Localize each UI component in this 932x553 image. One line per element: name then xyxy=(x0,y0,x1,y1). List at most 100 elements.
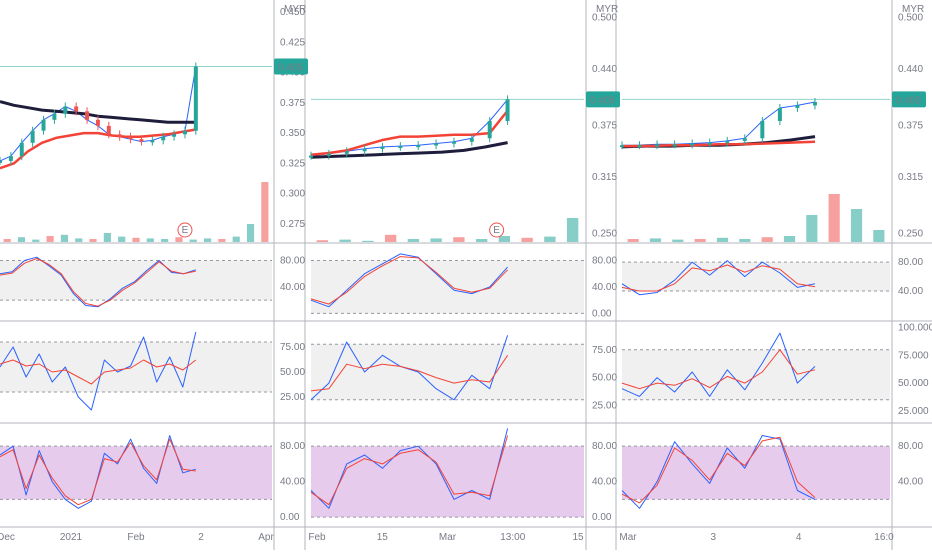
current-price-label: 0.405 xyxy=(590,95,615,106)
oscillator-line xyxy=(621,332,816,397)
volume-bar xyxy=(339,239,351,242)
candle-body xyxy=(8,156,13,161)
time-axis-label: Feb xyxy=(308,532,326,543)
oscillator-tick-label: 75.000 xyxy=(898,350,929,361)
oscillator-tick-label: 25.000 xyxy=(898,406,929,417)
oscillator-line xyxy=(310,253,508,308)
oscillator-band xyxy=(622,446,890,500)
oscillator-line xyxy=(310,355,509,392)
price-tick-label: 0.250 xyxy=(898,228,923,239)
oscillator-line xyxy=(0,258,196,307)
earnings-marker-icon[interactable] xyxy=(489,222,505,238)
volume-bar xyxy=(89,239,97,242)
price-tick-label: 0.315 xyxy=(592,172,617,183)
volume-bar xyxy=(384,234,397,242)
oscillator-band xyxy=(0,446,272,500)
volume-bar xyxy=(32,239,40,242)
price-tick-label: 0.425 xyxy=(280,37,305,48)
candle-body xyxy=(85,111,90,120)
price-series-line xyxy=(310,141,508,159)
time-axis-label: 15 xyxy=(377,532,389,543)
volume-bar xyxy=(475,239,488,242)
oscillator-tick-label: 80.00 xyxy=(592,441,617,452)
candle-body xyxy=(742,138,747,141)
earnings-marker-icon[interactable] xyxy=(177,222,193,238)
time-axis-label: Apr xyxy=(258,532,274,543)
volume-bar xyxy=(161,239,169,242)
oscillator-line xyxy=(310,256,508,305)
currency-label: MYR xyxy=(596,4,618,15)
candle-body xyxy=(672,144,677,147)
current-price-badge xyxy=(892,91,926,108)
currency-label: MYR xyxy=(284,4,306,15)
price-series-line xyxy=(0,66,197,162)
time-axis-label: 4 xyxy=(796,532,802,543)
time-axis-label: 16:0 xyxy=(874,532,894,543)
current-price-label: 0.405 xyxy=(896,95,921,106)
price-series-line xyxy=(0,128,197,170)
candle-body xyxy=(0,160,2,163)
price-tick-label: 0.275 xyxy=(280,219,305,230)
time-axis-label: Mar xyxy=(619,532,637,543)
volume-bar xyxy=(498,236,511,242)
price-tick-label: 0.440 xyxy=(898,64,923,75)
oscillator-band xyxy=(311,344,584,400)
oscillator-tick-label: 40.00 xyxy=(280,282,305,293)
time-axis-label: Dec xyxy=(0,532,15,543)
price-tick-label: 0.250 xyxy=(592,228,617,239)
price-tick-label: 0.325 xyxy=(280,158,305,169)
candle-body xyxy=(777,108,782,121)
candle-body xyxy=(128,136,133,140)
candle-body xyxy=(487,121,492,139)
candle-body xyxy=(95,119,100,126)
oscillator-line xyxy=(0,438,196,506)
oscillator-tick-label: 40.00 xyxy=(280,477,305,488)
volume-bar xyxy=(739,239,751,242)
oscillator-line xyxy=(621,435,816,509)
oscillator-tick-label: 100.000 xyxy=(898,323,932,334)
candle-body xyxy=(637,145,642,148)
time-axis-label: 2 xyxy=(198,532,204,543)
price-tick-label: 0.375 xyxy=(898,120,923,131)
volume-bar xyxy=(694,239,706,242)
volume-bar xyxy=(407,239,420,242)
volume-bar xyxy=(716,237,729,242)
oscillator-line xyxy=(621,349,816,390)
oscillator-tick-label: 25.00 xyxy=(280,392,305,403)
candle-body xyxy=(161,136,166,141)
oscillator-tick-label: 80.00 xyxy=(898,257,923,268)
candle-body xyxy=(398,146,403,149)
volume-bar xyxy=(218,239,226,242)
oscillator-tick-label: 80.00 xyxy=(592,256,617,267)
earnings-label: E xyxy=(493,225,500,236)
candle-body xyxy=(362,148,367,152)
time-axis-label: 13:00 xyxy=(500,532,525,543)
oscillator-line xyxy=(310,435,509,506)
volume-bar xyxy=(850,209,863,242)
oscillator-line xyxy=(0,359,197,385)
volume-bar xyxy=(430,238,442,242)
candle-body xyxy=(193,66,198,131)
current-price-label: 0.405 xyxy=(278,63,303,74)
price-tick-label: 0.450 xyxy=(280,7,305,18)
oscillator-tick-label: 40.00 xyxy=(898,286,923,297)
volume-bar xyxy=(3,239,11,242)
volume-bar xyxy=(246,224,255,242)
volume-bar xyxy=(146,238,154,242)
oscillator-tick-label: 40.00 xyxy=(592,282,617,293)
volume-bar xyxy=(46,236,54,242)
candle-body xyxy=(416,145,421,148)
volume-bar xyxy=(544,236,556,242)
oscillator-tick-label: 80.00 xyxy=(280,441,305,452)
volume-bar xyxy=(103,233,111,242)
price-tick-label: 0.300 xyxy=(280,189,305,200)
price-tick-label: 0.375 xyxy=(280,98,305,109)
oscillator-tick-label: 0.00 xyxy=(592,512,612,523)
volume-bar xyxy=(761,237,773,242)
price-series-line xyxy=(622,101,816,146)
candle-body xyxy=(30,130,35,143)
time-axis-label: 3 xyxy=(711,532,717,543)
candle-body xyxy=(150,140,155,143)
